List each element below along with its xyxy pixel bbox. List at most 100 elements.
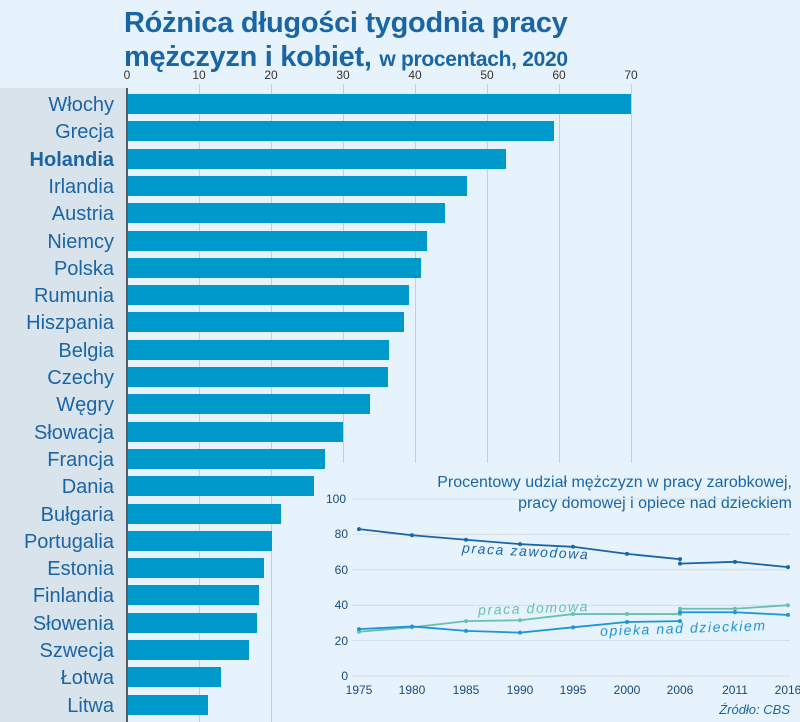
category-label: Hiszpania (26, 312, 114, 335)
category-label: Szwecja (39, 640, 114, 662)
inset-x-tick-label: 1995 (559, 683, 587, 697)
bar (128, 285, 410, 306)
category-label: Włochy (48, 94, 114, 116)
data-point (518, 618, 522, 623)
data-point (678, 561, 682, 566)
chart-title: Różnica długości tygodnia pracy mężczyzn… (124, 6, 764, 77)
gridline (559, 84, 560, 463)
category-label-panel (0, 88, 127, 722)
bar (128, 585, 260, 606)
category-label: Finlandia (32, 585, 114, 608)
category-label: Litwa (67, 694, 114, 717)
x-tick-label: 60 (552, 68, 566, 82)
gridline (487, 84, 488, 463)
x-tick-label: 20 (264, 68, 278, 82)
category-label: Dania (61, 476, 114, 499)
data-point (786, 603, 790, 608)
x-tick-label: 40 (408, 68, 422, 82)
category-label: Węgry (56, 394, 114, 417)
inset-x-tick-label: 2006 (666, 683, 694, 697)
bar (128, 394, 371, 415)
bar (128, 667, 222, 688)
inset-x-tick-label: 2011 (722, 683, 748, 697)
category-label: Belgia (58, 339, 114, 362)
data-point (625, 620, 629, 625)
inset-x-tick-label: 1990 (506, 683, 534, 697)
data-point (786, 565, 790, 570)
bar (128, 476, 315, 497)
data-point (733, 606, 737, 611)
bar (128, 530, 272, 551)
bar (128, 503, 282, 524)
inset-x-tick-label: 1985 (452, 683, 480, 697)
inset-y-tick-label: 80 (334, 527, 348, 542)
category-label: Polska (53, 257, 114, 280)
category-label: Rumunia (33, 285, 114, 308)
data-point (464, 628, 468, 633)
inset-y-tick-label: 20 (334, 633, 348, 648)
category-label: Portugalia (23, 530, 114, 553)
data-point (571, 612, 575, 617)
data-point (518, 542, 522, 547)
title-line-2: mężczyzn i kobiet, w procentach, 2020 (124, 40, 764, 77)
category-label: Francja (47, 448, 114, 471)
inset-x-tick-label: 2000 (613, 683, 641, 697)
bar (128, 612, 257, 633)
inset-y-tick-label: 60 (334, 562, 348, 577)
data-point (571, 625, 575, 630)
data-point (357, 627, 361, 632)
data-point (678, 557, 682, 562)
x-tick-label: 30 (336, 68, 350, 82)
title-line-2-main: mężczyzn i kobiet, (124, 41, 372, 73)
category-label: Łotwa (60, 667, 114, 690)
x-tick-label: 0 (123, 68, 131, 82)
bar (128, 367, 389, 387)
data-point (625, 551, 629, 556)
bar (128, 339, 390, 360)
inset-y-tick-label: 0 (341, 669, 348, 683)
x-tick-label: 50 (480, 68, 494, 82)
category-label: Grecja (55, 121, 114, 144)
data-point (410, 624, 414, 629)
source-note: Źródło: CBS (719, 702, 790, 717)
category-label: Austria (51, 203, 114, 226)
category-label: Bułgaria (40, 503, 114, 526)
bar (128, 421, 343, 442)
bar (128, 640, 249, 660)
data-point (410, 533, 414, 538)
data-point (733, 610, 737, 615)
data-point (357, 527, 361, 532)
inset-x-tick-label: 1975 (345, 683, 373, 697)
bar (128, 175, 467, 196)
category-label: Niemcy (47, 230, 114, 253)
title-subtitle: w procentach, 2020 (379, 48, 568, 71)
category-label: Czechy (47, 367, 114, 389)
bar (128, 312, 405, 333)
category-label: Słowacja (33, 421, 114, 444)
bar (128, 230, 427, 251)
category-label: Słowenia (32, 612, 114, 635)
bar (128, 148, 506, 169)
category-label: Irlandia (48, 175, 114, 198)
bar (128, 121, 554, 142)
inset-x-tick-label: 2016 (774, 683, 800, 697)
data-point (464, 537, 468, 542)
bar (128, 448, 325, 469)
data-point (678, 606, 682, 611)
data-point (678, 610, 682, 615)
x-tick-label: 70 (624, 68, 638, 82)
data-point (571, 544, 575, 549)
data-point (786, 612, 790, 617)
category-label: Holandia (29, 148, 114, 171)
bar (128, 558, 264, 579)
bar (128, 694, 208, 715)
data-point (464, 619, 468, 624)
inset-y-tick-label: 40 (334, 598, 348, 613)
inset-title-line-1: Procentowy udział mężczyzn w pracy zarob… (437, 474, 792, 491)
bar (128, 257, 422, 278)
inset-y-tick-label: 100 (325, 492, 346, 506)
data-point (733, 559, 737, 564)
category-label: Estonia (47, 558, 114, 581)
data-point (518, 630, 522, 635)
